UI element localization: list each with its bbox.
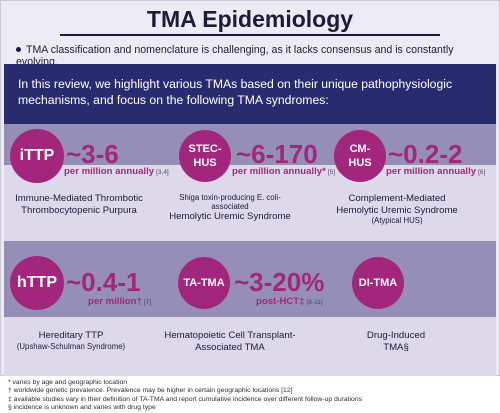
syndrome-desc-di-tma: Drug-Induced TMA§	[356, 330, 436, 353]
syndrome-value-cm-hus: ~0.2-2	[388, 139, 463, 169]
unit-text: per million annually	[386, 166, 477, 177]
footnotes: * varies by age and geographic location …	[8, 379, 498, 412]
syndrome-unit-cm-hus: per million annually [6]	[386, 166, 485, 177]
reference: [8-11]	[306, 299, 323, 306]
syndrome-unit-ittp: per million annually [3,4]	[64, 166, 169, 177]
reference: [6]	[478, 169, 486, 176]
footnote: * varies by age and geographic location	[8, 379, 128, 386]
syndrome-value-stec-hus: ~6-170	[236, 139, 318, 169]
reference: [7]	[143, 299, 152, 306]
desc-note: (Atypical HUS)	[371, 216, 423, 225]
description-band-top	[4, 165, 496, 241]
title-underline	[60, 34, 440, 36]
syndrome-desc-ta-tma: Hematopoietic Cell Transplant-Associated…	[160, 330, 300, 353]
desc-main: Complement-Mediated Hemolytic Uremic Syn…	[336, 193, 458, 216]
syndrome-badge-http: hTTP	[10, 256, 64, 310]
highlight-banner	[4, 64, 496, 124]
reference: [3,4]	[156, 169, 169, 176]
syndrome-badge-di-tma: DI-TMA	[352, 257, 404, 309]
syndrome-unit-ta-tma: post-HCT‡ [8-11]	[256, 296, 323, 307]
syndrome-badge-ittp: iTTP	[10, 129, 64, 183]
syndrome-desc-cm-hus: Complement-Mediated Hemolytic Uremic Syn…	[328, 193, 466, 225]
syndrome-badge-ta-tma: TA-TMA	[178, 257, 230, 309]
page-title: TMA Epidemiology	[146, 6, 354, 32]
reference: [5]	[327, 169, 336, 176]
footnote: § incidence is unknown and varies with d…	[8, 403, 156, 411]
desc-main: Drug-Induced TMA§	[366, 330, 426, 353]
syndrome-desc-ittp: Immune-Mediated Thrombotic Thrombocytope…	[10, 193, 148, 216]
desc-main: Immune-Mediated Thrombotic Thrombocytope…	[15, 193, 143, 216]
syndrome-unit-http: per million† [7]	[88, 296, 151, 307]
footnote: † worldwide genetic prevalence. Prevalen…	[8, 387, 293, 395]
desc-note: (Upshaw-Schulman Syndrome)	[16, 341, 126, 351]
bullet-dot-icon	[16, 47, 21, 52]
footnote: ‡ available studies vary in their defini…	[8, 395, 363, 403]
unit-text: per million annually	[64, 166, 155, 177]
description-band-bottom	[4, 317, 496, 376]
desc-main: Hematopoietic Cell Transplant-Associated…	[164, 330, 296, 353]
unit-text: post-HCT‡	[256, 296, 305, 307]
syndrome-desc-stec-hus: Shiga toxin-producing E. coli-associated…	[166, 193, 294, 223]
stats-band-top	[4, 124, 496, 165]
syndrome-unit-stec-hus: per million annually* [5]	[232, 166, 335, 177]
syndrome-value-http: ~0.4-1	[66, 267, 141, 297]
stats-band-bottom	[4, 241, 496, 317]
syndrome-desc-http: Hereditary TTP (Upshaw-Schulman Syndrome…	[6, 330, 136, 351]
syndrome-value-ittp: ~3-6	[66, 139, 119, 169]
syndrome-badge-cm-hus: CM-HUS	[334, 130, 386, 182]
syndrome-badge-stec-hus: STEC-HUS	[179, 130, 231, 182]
unit-text: per million†	[88, 296, 142, 307]
desc-main: Hemolytic Uremic Syndrome	[169, 211, 291, 222]
syndrome-value-ta-tma: ~3-20%	[234, 267, 325, 297]
desc-small: Shiga toxin-producing E. coli-associated	[179, 193, 281, 211]
desc-main: Hereditary TTP	[38, 330, 104, 341]
banner-text: In this review, we highlight various TMA…	[18, 77, 453, 107]
unit-text: per million annually*	[232, 166, 326, 177]
